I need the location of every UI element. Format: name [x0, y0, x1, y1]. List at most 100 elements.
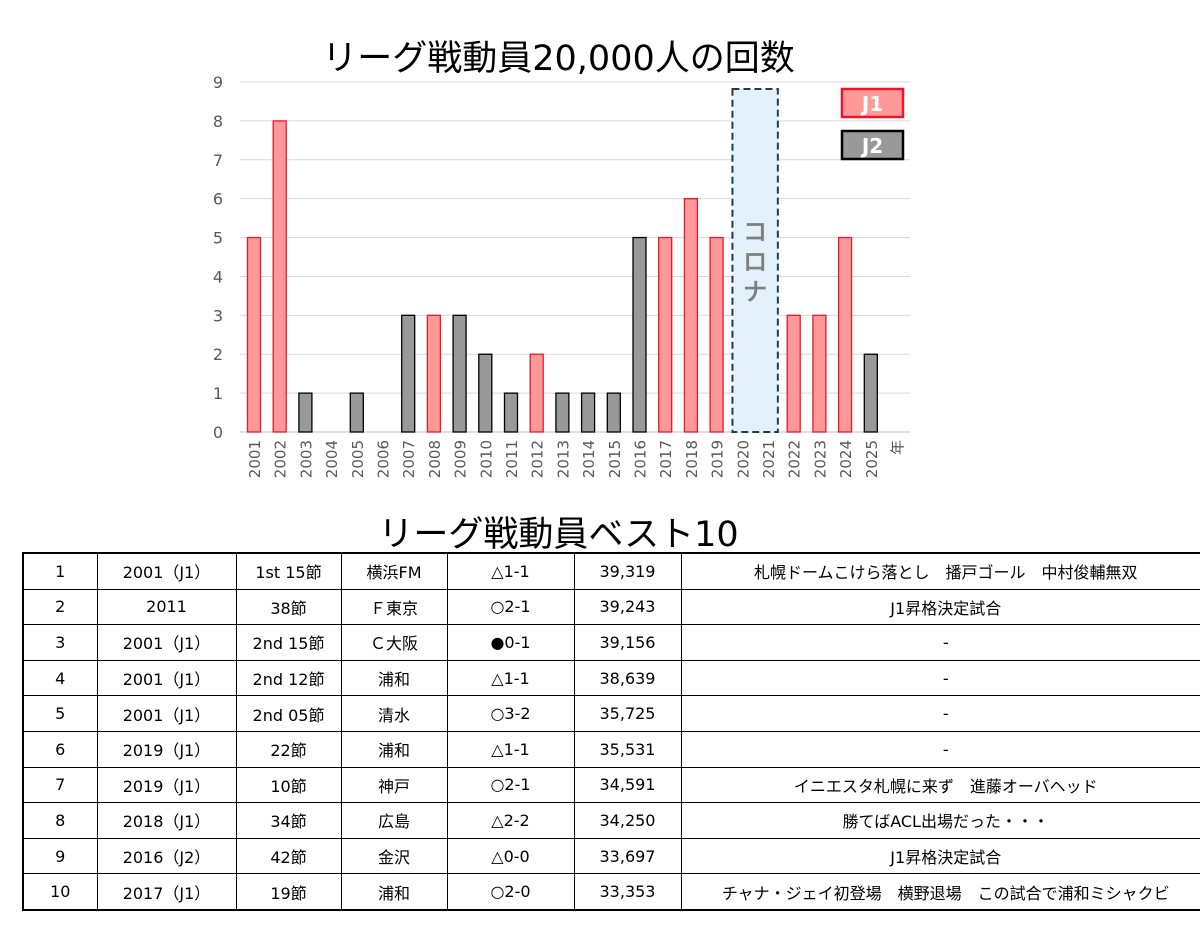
cell-matchday: 38節	[235, 588, 342, 626]
bar-2016	[632, 236, 647, 433]
x-tick-label: 2013	[554, 440, 572, 478]
x-tick-label: 2003	[297, 440, 315, 478]
cell-note: -	[680, 695, 1200, 732]
table-row: 4 2001（J1） 2nd 12節 浦和 △1-1 38,639-	[22, 659, 1200, 697]
bar-2007	[401, 314, 416, 433]
bar-2018	[683, 198, 699, 433]
x-tick-label: 2024	[837, 440, 855, 478]
cell-result: ○2-1	[446, 766, 575, 804]
cell-season: 2001（J1）	[96, 659, 237, 697]
corona-annotation-label: コロナ	[743, 218, 767, 306]
cell-note: J1昇格決定試合	[680, 837, 1200, 875]
x-tick-label: 2019	[709, 440, 727, 478]
table-row: 2 2011 38節 Ｆ東京 ○2-1 39,243 J1昇格決定試合	[22, 588, 1200, 626]
table-title: リーグ戦動員ベスト10	[378, 515, 739, 555]
table-row: 3 2001（J1） 2nd 15節 Ｃ大阪 ●0-1 39,156-	[22, 624, 1200, 661]
cell-note: イニエスタ札幌に来ず 進藤オーバヘッド	[680, 766, 1200, 804]
bar-2022	[786, 314, 801, 433]
cell-season: 2001（J1）	[96, 552, 237, 590]
cell-rank: 4	[22, 659, 98, 697]
legend-swatch-j1	[840, 87, 905, 119]
bar-2008	[426, 314, 442, 433]
cell-attendance: 35,725	[573, 695, 682, 732]
cell-result: ○2-1	[446, 588, 575, 626]
cell-matchday: 19節	[235, 873, 342, 911]
cell-attendance: 39,243	[573, 588, 682, 626]
bar-2005	[349, 392, 364, 433]
cell-opponent: 清水	[340, 695, 448, 732]
cell-opponent: 広島	[340, 802, 448, 839]
cell-matchday: 2nd 12節	[235, 659, 342, 697]
cell-attendance: 38,639	[573, 659, 682, 697]
cell-result: △1-1	[446, 659, 575, 697]
x-tick-label: 2023	[811, 440, 829, 478]
bar-2010	[478, 353, 493, 433]
cell-season: 2001（J1）	[96, 624, 237, 661]
y-tick-label: 7	[213, 151, 223, 170]
y-tick-label: 8	[213, 112, 223, 131]
y-tick-label: 3	[213, 306, 223, 325]
y-tick-label: 9	[213, 73, 223, 92]
cell-attendance: 33,353	[573, 873, 682, 911]
y-tick-label: 0	[213, 423, 223, 442]
bar-2013	[555, 392, 570, 433]
cell-attendance: 39,156	[573, 624, 682, 661]
cell-opponent: 浦和	[340, 659, 448, 697]
cell-rank: 1	[22, 552, 98, 590]
cell-note: -	[680, 730, 1200, 768]
x-tick-label: 2002	[272, 440, 290, 478]
bar-2019	[709, 236, 724, 433]
y-tick-label: 6	[213, 190, 223, 209]
bar-2011	[503, 392, 519, 433]
x-tick-label: 2018	[683, 440, 701, 478]
bar-2009	[452, 314, 467, 433]
cell-rank: 3	[22, 624, 98, 661]
cell-result: △2-2	[446, 802, 575, 839]
cell-season: 2016（J2）	[96, 837, 237, 875]
cell-matchday: 1st 15節	[235, 552, 342, 590]
cell-opponent: 浦和	[340, 730, 448, 768]
cell-attendance: 34,591	[573, 766, 682, 804]
cell-result: △1-1	[446, 552, 575, 590]
cell-matchday: 2nd 05節	[235, 695, 342, 732]
x-tick-label: 2022	[786, 440, 804, 478]
legend-label-j1: J1	[860, 92, 883, 116]
x-tick-label: 2007	[400, 440, 418, 478]
cell-matchday: 34節	[235, 802, 342, 839]
y-tick-label: 5	[213, 229, 223, 248]
cell-matchday: 2nd 15節	[235, 624, 342, 661]
cell-attendance: 33,697	[573, 837, 682, 875]
x-tick-label: 2001	[246, 440, 264, 478]
table-row: 7 2019（J1） 10節 神戸 ○2-1 34,591 イニエスタ札幌に来ず 進藤オーバ…	[22, 766, 1200, 804]
cell-result: ○3-2	[446, 695, 575, 732]
cell-opponent: 金沢	[340, 837, 448, 875]
cell-season: 2019（J1）	[96, 766, 237, 804]
x-tick-label: 2009	[452, 440, 470, 478]
cell-rank: 10	[22, 873, 98, 911]
cell-opponent: Ｆ東京	[340, 588, 448, 626]
cell-matchday: 42節	[235, 837, 342, 875]
cell-season: 2017（J1）	[96, 873, 237, 911]
cell-opponent: 横浜FM	[340, 552, 448, 590]
x-tick-label: 2004	[323, 440, 341, 478]
x-tick-label: 2015	[606, 440, 624, 478]
cell-matchday: 22節	[235, 730, 342, 768]
cell-opponent: 浦和	[340, 873, 448, 911]
cell-rank: 7	[22, 766, 98, 804]
bar-2014	[580, 392, 596, 433]
x-axis-title: 年	[889, 440, 907, 455]
x-tick-label: 2012	[529, 440, 547, 478]
cell-result: ○2-0	[446, 873, 575, 911]
table-row: 9 2016（J2） 42節 金沢 △0-0 33,697 J1昇格決定試合	[22, 837, 1200, 875]
cell-note: J1昇格決定試合	[680, 588, 1200, 626]
cell-opponent: 神戸	[340, 766, 448, 804]
cell-note: -	[680, 659, 1200, 697]
x-tick-label: 2025	[863, 440, 881, 478]
cell-opponent: Ｃ大阪	[340, 624, 448, 661]
cell-rank: 9	[22, 837, 98, 875]
cell-attendance: 35,531	[573, 730, 682, 768]
bar-2003	[298, 392, 313, 433]
table-row: 5 2001（J1） 2nd 05節 清水 ○3-2 35,725-	[22, 695, 1200, 732]
cell-matchday: 10節	[235, 766, 342, 804]
x-tick-label: 2011	[503, 440, 521, 478]
